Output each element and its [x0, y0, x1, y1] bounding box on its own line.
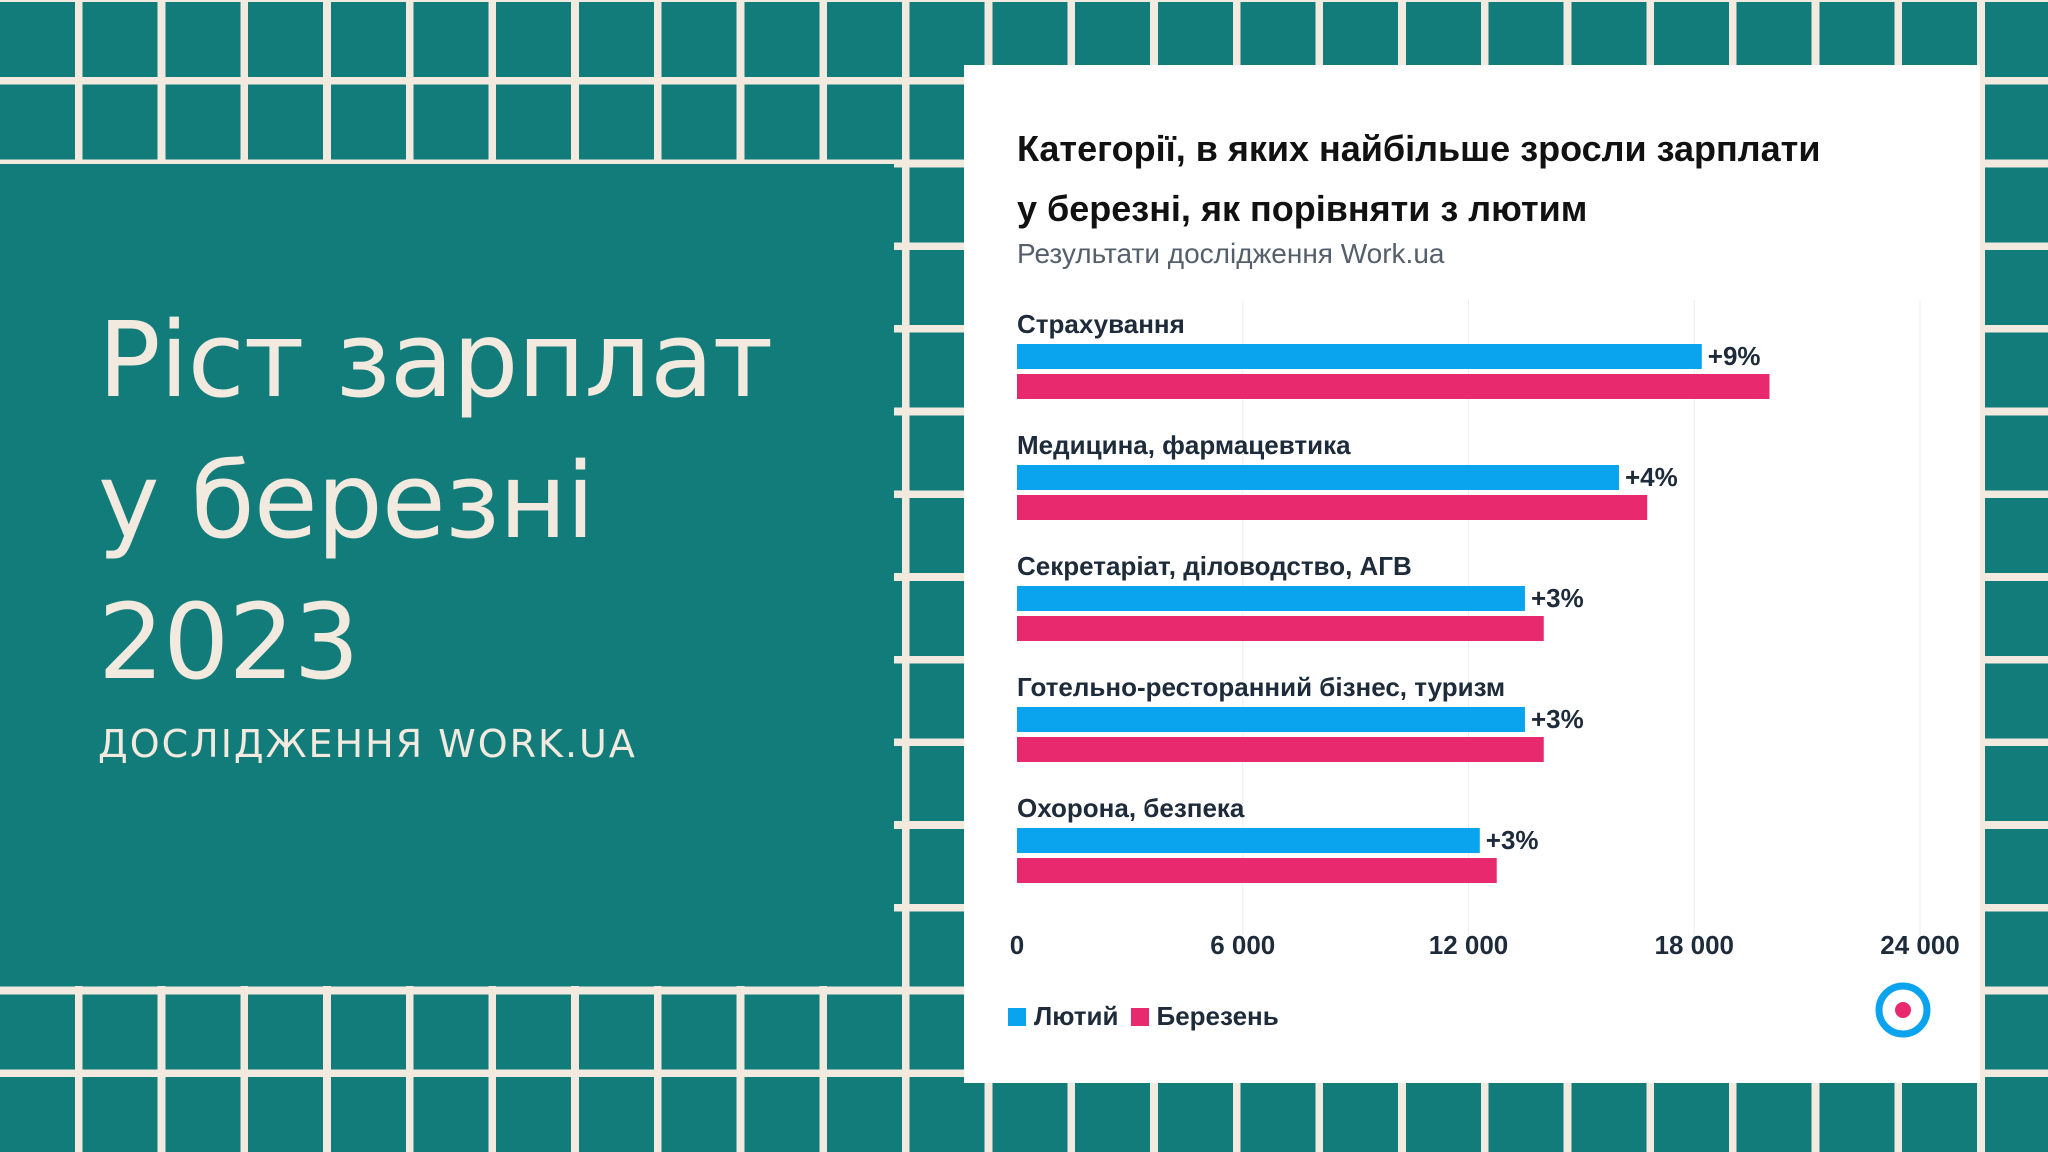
hero-title-line: 2023 — [98, 581, 360, 703]
category-label: Медицина, фармацевтика — [1017, 430, 1351, 460]
hero-subtitle: ДОСЛІДЖЕННЯ WORK.UA — [98, 722, 637, 766]
x-tick-label: 24 000 — [1880, 930, 1960, 960]
chart-card: Категорії, в яких найбільше зросли зарпл… — [964, 65, 1980, 1083]
growth-label: +3% — [1486, 825, 1539, 855]
bar-march — [1017, 737, 1544, 762]
chart-title-line: у березні, як порівняти з лютим — [1017, 188, 1588, 229]
legend-swatch-february — [1008, 1007, 1026, 1026]
chart-title: Категорії, в яких найбільше зросли зарпл… — [1017, 119, 1957, 239]
bar-chart: 0 6 000 12 000 18 000 24 000 Страхування +9% Ме… — [1010, 300, 1960, 960]
chart-subtitle: Результати дослідження Work.ua — [1017, 238, 1445, 269]
legend-item-march: Березень — [1130, 1001, 1279, 1032]
bar-march — [1017, 495, 1648, 520]
x-tick-label: 0 — [1010, 930, 1024, 960]
growth-label: +9% — [1708, 341, 1761, 371]
bar-march — [1017, 374, 1770, 399]
chart-title-line: Категорії, в яких найбільше зросли зарпл… — [1017, 128, 1821, 169]
bar-february — [1017, 344, 1702, 369]
category-label: Страхування — [1017, 309, 1185, 339]
left-panel — [0, 164, 894, 986]
legend-label-february: Лютий — [1034, 1001, 1119, 1031]
category-label: Секретаріат, діловодство, АГВ — [1017, 551, 1412, 581]
bar-march — [1017, 616, 1544, 641]
hero-title-line: у березні — [98, 440, 595, 562]
bar-february — [1017, 586, 1525, 611]
growth-label: +4% — [1625, 462, 1678, 492]
x-tick-label: 12 000 — [1429, 930, 1509, 960]
bar-march — [1017, 858, 1497, 883]
growth-label: +3% — [1531, 583, 1584, 613]
x-tick-label: 18 000 — [1654, 930, 1734, 960]
legend-item-february: Лютий — [1008, 1001, 1119, 1032]
legend-swatch-march — [1130, 1007, 1149, 1026]
bar-february — [1017, 465, 1619, 490]
hero-title: Ріст зарплат у березні 2023 — [98, 290, 773, 713]
category-label: Охорона, безпека — [1017, 793, 1245, 823]
workua-logo-icon — [1875, 982, 1931, 1038]
growth-label: +3% — [1531, 704, 1584, 734]
bar-february — [1017, 828, 1480, 853]
category-label: Готельно-ресторанний бізнес, туризм — [1017, 672, 1505, 702]
chart-legend: Лютий Березень — [1008, 1001, 1291, 1032]
legend-label-march: Березень — [1156, 1001, 1279, 1031]
hero-title-line: Ріст зарплат — [98, 299, 773, 421]
bar-february — [1017, 707, 1525, 732]
x-tick-label: 6 000 — [1210, 930, 1275, 960]
